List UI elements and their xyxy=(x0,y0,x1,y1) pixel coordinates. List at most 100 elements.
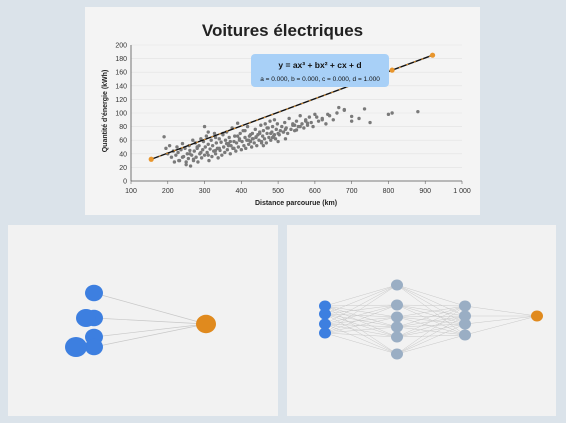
data-point xyxy=(236,145,241,149)
connection-edge xyxy=(324,304,398,325)
data-point xyxy=(210,143,215,148)
data-point xyxy=(294,119,299,123)
data-point xyxy=(302,126,306,130)
data-point xyxy=(217,137,221,141)
connection-edge xyxy=(324,316,398,334)
data-point xyxy=(268,119,272,123)
edges xyxy=(324,284,538,355)
data-point xyxy=(300,122,304,126)
y-tick-label: 20 xyxy=(119,165,127,172)
data-point xyxy=(326,112,330,117)
y-tick-label: 200 xyxy=(115,43,127,50)
data-point xyxy=(265,126,269,130)
hidden-node[interactable] xyxy=(459,318,471,330)
data-point xyxy=(294,128,299,132)
hidden-node[interactable] xyxy=(391,299,403,311)
neural-network-deep xyxy=(287,225,556,416)
data-point xyxy=(274,127,278,132)
input-node[interactable] xyxy=(319,300,331,312)
hidden-node[interactable] xyxy=(391,279,403,291)
hidden-node[interactable] xyxy=(459,310,471,322)
input-node[interactable] xyxy=(85,338,103,356)
output-node[interactable] xyxy=(531,310,543,322)
data-point xyxy=(246,138,251,142)
data-point xyxy=(349,119,354,123)
connection-edge xyxy=(396,304,466,336)
data-point xyxy=(362,107,367,111)
connection-edge xyxy=(396,284,466,336)
data-point xyxy=(316,119,321,123)
data-point xyxy=(243,128,247,133)
data-point xyxy=(223,138,228,142)
data-point xyxy=(270,124,275,129)
data-point xyxy=(368,120,372,125)
data-point xyxy=(263,122,267,126)
data-point xyxy=(188,148,192,153)
connection-edge xyxy=(396,315,466,338)
hidden-node[interactable] xyxy=(391,311,403,323)
connection-edge xyxy=(396,304,466,325)
fit-marker[interactable] xyxy=(148,156,154,162)
connection-edge xyxy=(464,305,538,317)
data-point xyxy=(199,156,204,160)
y-tick-label: 120 xyxy=(115,97,127,104)
connection-edge xyxy=(464,315,538,336)
data-point xyxy=(199,150,203,155)
x-tick-label: 600 xyxy=(309,188,321,195)
data-point xyxy=(199,137,203,141)
chart-title: Voitures électriques xyxy=(202,21,363,40)
input-node[interactable] xyxy=(85,284,103,302)
data-point xyxy=(176,150,180,155)
data-point xyxy=(201,148,205,152)
connection-edge xyxy=(396,305,466,355)
hidden-node[interactable] xyxy=(391,348,403,360)
input-node[interactable] xyxy=(319,308,331,320)
output-node[interactable] xyxy=(196,314,216,334)
y-axis-title: Quantité d'énergie (kWh) xyxy=(102,70,109,153)
hidden-node[interactable] xyxy=(459,300,471,312)
data-point xyxy=(253,127,258,132)
data-point xyxy=(205,150,209,155)
data-point xyxy=(188,164,193,168)
connection-edge xyxy=(93,292,207,325)
data-point xyxy=(283,137,288,141)
hidden-node[interactable] xyxy=(391,321,403,333)
data-point xyxy=(203,145,207,149)
data-point xyxy=(303,119,308,123)
data-point xyxy=(261,128,266,133)
data-point xyxy=(324,122,328,126)
data-point xyxy=(220,153,224,157)
data-point xyxy=(195,145,199,149)
chart-panel: Voitures électriques 0 20 40 60 80 100 120 140 1… xyxy=(85,7,480,215)
network-diagram-deep xyxy=(319,279,543,360)
data-point xyxy=(240,139,244,144)
data-point xyxy=(248,133,253,137)
data-point xyxy=(390,111,394,115)
x-tick-label: 800 xyxy=(383,188,395,195)
data-point xyxy=(214,141,219,145)
data-point xyxy=(264,141,269,145)
fit-marker[interactable] xyxy=(429,52,436,58)
input-node[interactable] xyxy=(319,327,331,339)
fit-marker[interactable] xyxy=(389,67,395,73)
connection-edge xyxy=(324,304,398,315)
input-node[interactable] xyxy=(76,309,96,327)
x-tick-label: 700 xyxy=(346,188,358,195)
data-point xyxy=(335,111,339,115)
hidden-node[interactable] xyxy=(459,329,471,341)
y-tick-label: 140 xyxy=(115,83,127,90)
data-point xyxy=(228,139,232,144)
data-point xyxy=(209,138,213,142)
data-point xyxy=(244,146,248,151)
data-point xyxy=(331,118,335,122)
data-point xyxy=(228,152,232,156)
connection-edge xyxy=(93,317,207,325)
data-point xyxy=(213,135,218,140)
data-point xyxy=(320,118,324,122)
input-node[interactable] xyxy=(319,318,331,330)
hidden-node[interactable] xyxy=(391,331,403,343)
data-point xyxy=(202,153,207,157)
data-point xyxy=(267,135,271,140)
connection-edge xyxy=(396,323,466,328)
input-node[interactable] xyxy=(65,337,87,357)
